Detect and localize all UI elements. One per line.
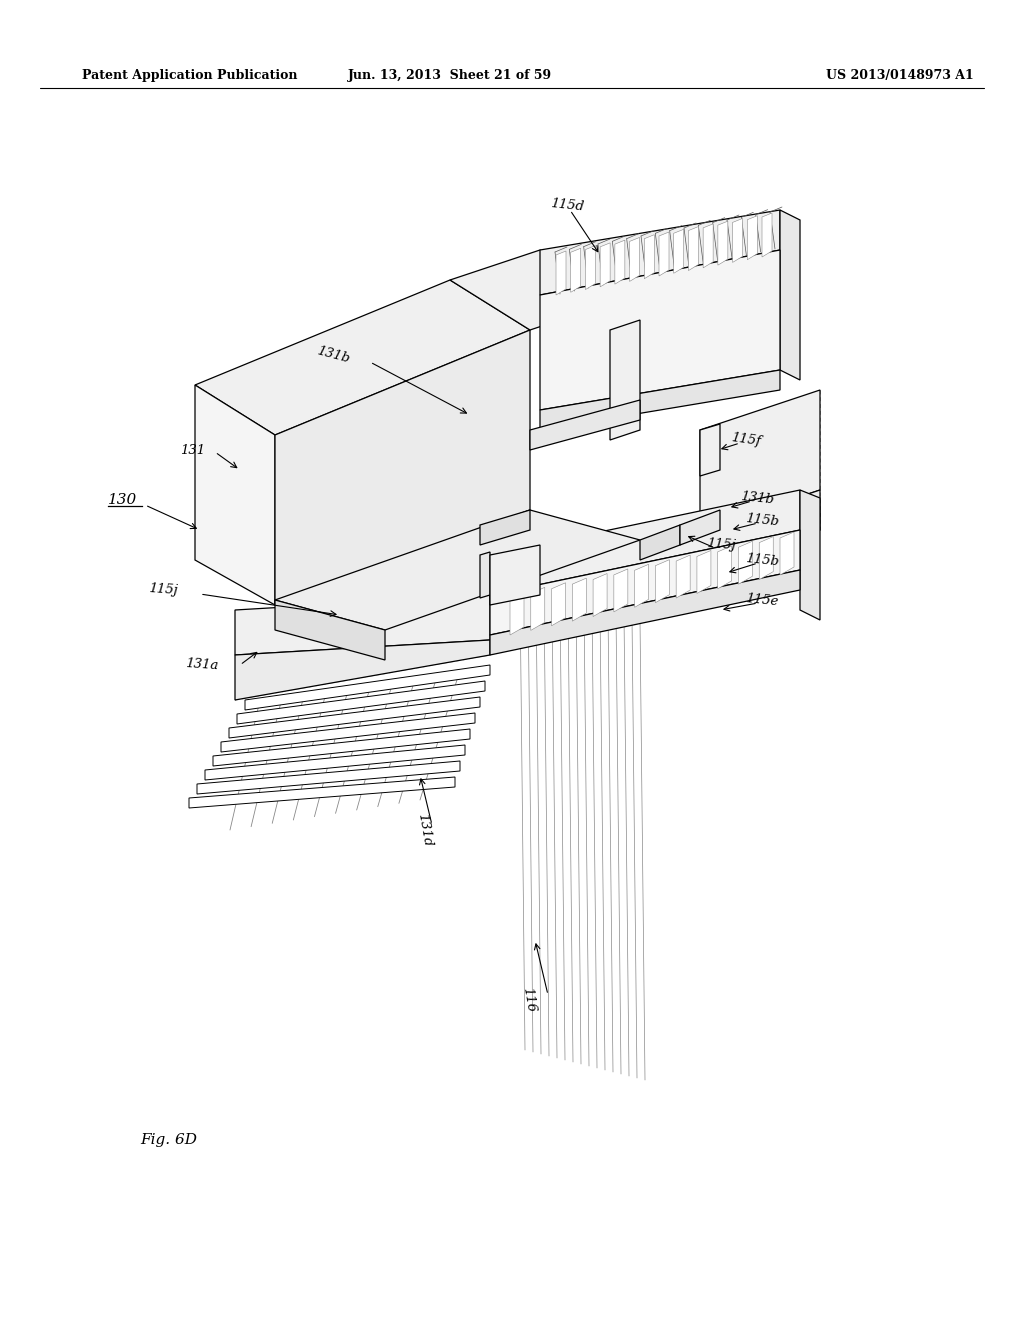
Polygon shape [540, 370, 780, 430]
Polygon shape [572, 578, 587, 622]
Polygon shape [732, 218, 742, 263]
Polygon shape [213, 729, 470, 766]
Polygon shape [644, 235, 654, 279]
Polygon shape [540, 210, 780, 294]
Polygon shape [490, 570, 800, 655]
Polygon shape [800, 490, 820, 620]
Text: 115e: 115e [745, 591, 779, 609]
Polygon shape [530, 587, 545, 631]
Polygon shape [586, 246, 595, 289]
Text: 115f: 115f [730, 432, 762, 449]
Polygon shape [593, 573, 607, 616]
Polygon shape [780, 210, 800, 380]
Polygon shape [195, 385, 275, 605]
Polygon shape [703, 224, 713, 268]
Polygon shape [700, 424, 720, 477]
Text: 115j: 115j [706, 537, 736, 553]
Polygon shape [630, 238, 640, 281]
Polygon shape [245, 665, 490, 710]
Polygon shape [674, 230, 684, 273]
Polygon shape [221, 713, 475, 752]
Polygon shape [613, 569, 628, 612]
Polygon shape [635, 565, 648, 607]
Polygon shape [762, 213, 772, 257]
Polygon shape [780, 532, 794, 576]
Polygon shape [655, 560, 670, 603]
Polygon shape [275, 510, 640, 630]
Text: Patent Application Publication: Patent Application Publication [82, 69, 298, 82]
Polygon shape [680, 510, 720, 545]
Text: Jun. 13, 2013  Sheet 21 of 59: Jun. 13, 2013 Sheet 21 of 59 [348, 69, 552, 82]
Polygon shape [718, 546, 732, 589]
Polygon shape [530, 400, 640, 450]
Polygon shape [600, 243, 610, 286]
Text: 130: 130 [108, 492, 137, 507]
Polygon shape [205, 744, 465, 780]
Polygon shape [688, 227, 698, 271]
Polygon shape [700, 389, 820, 531]
Text: 131d: 131d [415, 812, 433, 847]
Polygon shape [510, 591, 524, 635]
Polygon shape [659, 232, 669, 276]
Text: 131b: 131b [315, 345, 351, 366]
Polygon shape [610, 319, 640, 440]
Text: 115j: 115j [148, 582, 178, 598]
Polygon shape [540, 249, 780, 411]
Polygon shape [480, 510, 530, 545]
Text: 115b: 115b [745, 552, 780, 568]
Polygon shape [759, 537, 773, 579]
Polygon shape [718, 222, 728, 265]
Polygon shape [229, 697, 480, 738]
Polygon shape [490, 531, 800, 635]
Text: 131a: 131a [185, 657, 219, 673]
Polygon shape [234, 595, 490, 655]
Polygon shape [275, 330, 530, 605]
Polygon shape [614, 240, 625, 284]
Text: 131b: 131b [740, 490, 775, 507]
Polygon shape [697, 550, 711, 594]
Polygon shape [676, 556, 690, 598]
Polygon shape [570, 248, 581, 292]
Polygon shape [275, 601, 385, 660]
Polygon shape [195, 280, 530, 436]
Polygon shape [480, 552, 490, 598]
Polygon shape [189, 777, 455, 808]
Polygon shape [490, 545, 540, 605]
Polygon shape [197, 762, 460, 795]
Polygon shape [234, 640, 490, 700]
Polygon shape [450, 249, 620, 330]
Polygon shape [738, 541, 753, 585]
Text: 116: 116 [520, 986, 538, 1014]
Polygon shape [490, 490, 800, 595]
Text: US 2013/0148973 A1: US 2013/0148973 A1 [826, 69, 974, 82]
Polygon shape [237, 681, 485, 723]
Text: 131: 131 [180, 444, 205, 457]
Polygon shape [748, 215, 758, 260]
Polygon shape [700, 490, 820, 570]
Text: Fig. 6D: Fig. 6D [140, 1133, 197, 1147]
Polygon shape [552, 582, 565, 626]
Text: 115b: 115b [745, 512, 780, 528]
Text: 115d: 115d [550, 197, 585, 214]
Polygon shape [640, 525, 680, 560]
Polygon shape [556, 251, 566, 294]
